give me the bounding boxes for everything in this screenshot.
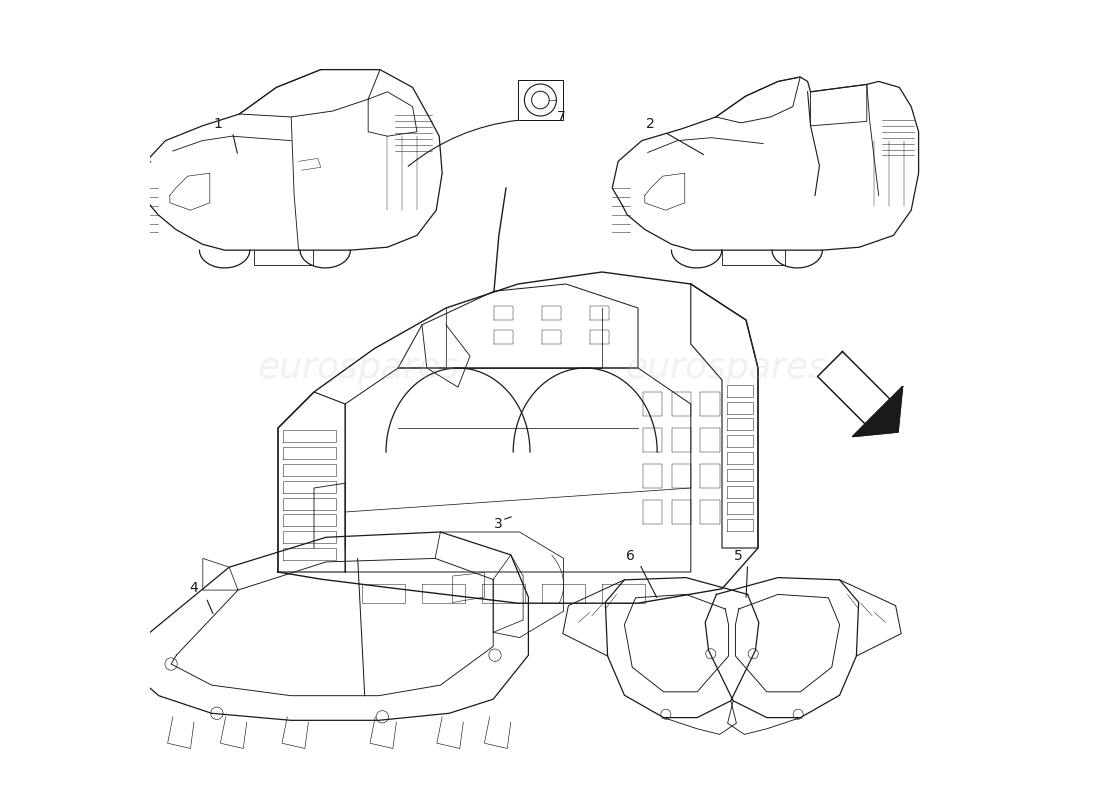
Polygon shape bbox=[817, 351, 890, 424]
Polygon shape bbox=[852, 386, 902, 437]
Text: 2: 2 bbox=[646, 117, 654, 131]
Text: 5: 5 bbox=[734, 549, 742, 563]
Text: 3: 3 bbox=[494, 517, 503, 531]
Text: 7: 7 bbox=[557, 110, 565, 124]
Text: 6: 6 bbox=[626, 549, 635, 563]
Text: 1: 1 bbox=[213, 117, 222, 131]
Bar bbox=[518, 80, 563, 120]
Text: 4: 4 bbox=[189, 581, 198, 595]
Text: eurospares: eurospares bbox=[625, 351, 827, 385]
Text: eurospares: eurospares bbox=[257, 351, 459, 385]
